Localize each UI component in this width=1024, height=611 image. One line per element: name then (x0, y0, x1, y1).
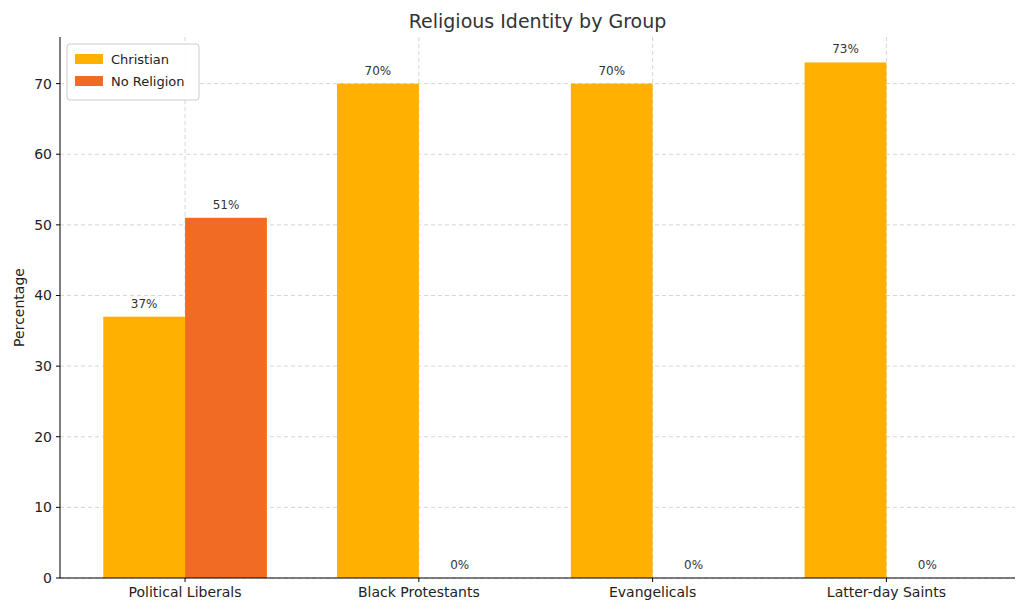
y-tick-label: 20 (34, 429, 52, 445)
y-tick (56, 507, 60, 508)
y-tick (56, 83, 60, 84)
legend-label: Christian (111, 52, 169, 67)
x-tick (418, 578, 419, 582)
x-tick-label: Black Protestants (358, 584, 480, 600)
legend-label: No Religion (111, 74, 185, 89)
y-axis-line (60, 37, 61, 578)
y-tick-label: 0 (43, 570, 52, 586)
bar (103, 317, 185, 578)
data-label: 0% (684, 558, 703, 572)
bar (571, 84, 653, 578)
y-tick-label: 40 (34, 287, 52, 303)
data-label: 37% (131, 297, 158, 311)
data-label: 73% (832, 42, 859, 56)
y-tick-label: 30 (34, 358, 52, 374)
y-tick-label: 50 (34, 217, 52, 233)
data-label: 70% (598, 64, 625, 78)
x-tick (652, 578, 653, 582)
bar (185, 218, 267, 578)
data-labels: 37% 70% 70% 73% 51% 0% 0% 0% (131, 42, 937, 572)
x-tick (886, 578, 887, 582)
y-tick (56, 295, 60, 296)
y-tick (56, 436, 60, 437)
bar (805, 62, 887, 578)
legend-swatch (75, 76, 103, 86)
x-tick (185, 578, 186, 582)
y-tick-label: 10 (34, 499, 52, 515)
axes: 0 10 20 30 40 50 60 70 Political Liberals Black P… (34, 37, 1015, 600)
chart-root: 37% 70% 70% 73% 51% 0% 0% 0% 0 10 20 30 40 50 60 70 Poli… (0, 0, 1024, 611)
data-label: 51% (213, 198, 240, 212)
data-label: 70% (365, 64, 392, 78)
x-tick-label: Evangelicals (609, 584, 696, 600)
bar (337, 84, 419, 578)
y-grid-line (60, 578, 1015, 579)
chart: 37% 70% 70% 73% 51% 0% 0% 0% 0 10 20 30 40 50 60 70 Poli… (0, 0, 1024, 611)
y-tick (56, 224, 60, 225)
legend-box (67, 44, 199, 100)
legend-swatch (75, 54, 103, 64)
y-tick (56, 154, 60, 155)
y-tick-label: 70 (34, 76, 52, 92)
x-tick-label: Latter-day Saints (827, 584, 946, 600)
grid (60, 37, 1015, 578)
y-tick-label: 60 (34, 146, 52, 162)
x-axis-line (60, 578, 1015, 579)
title: Religious Identity by Group (409, 10, 667, 32)
y-tick (56, 366, 60, 367)
y-tick (56, 578, 60, 579)
y-axis-label: Percentage (11, 268, 27, 347)
x-tick-label: Political Liberals (129, 584, 242, 600)
bars (103, 62, 886, 578)
data-label: 0% (918, 558, 937, 572)
data-label: 0% (450, 558, 469, 572)
legend: Christian No Religion (67, 44, 199, 100)
